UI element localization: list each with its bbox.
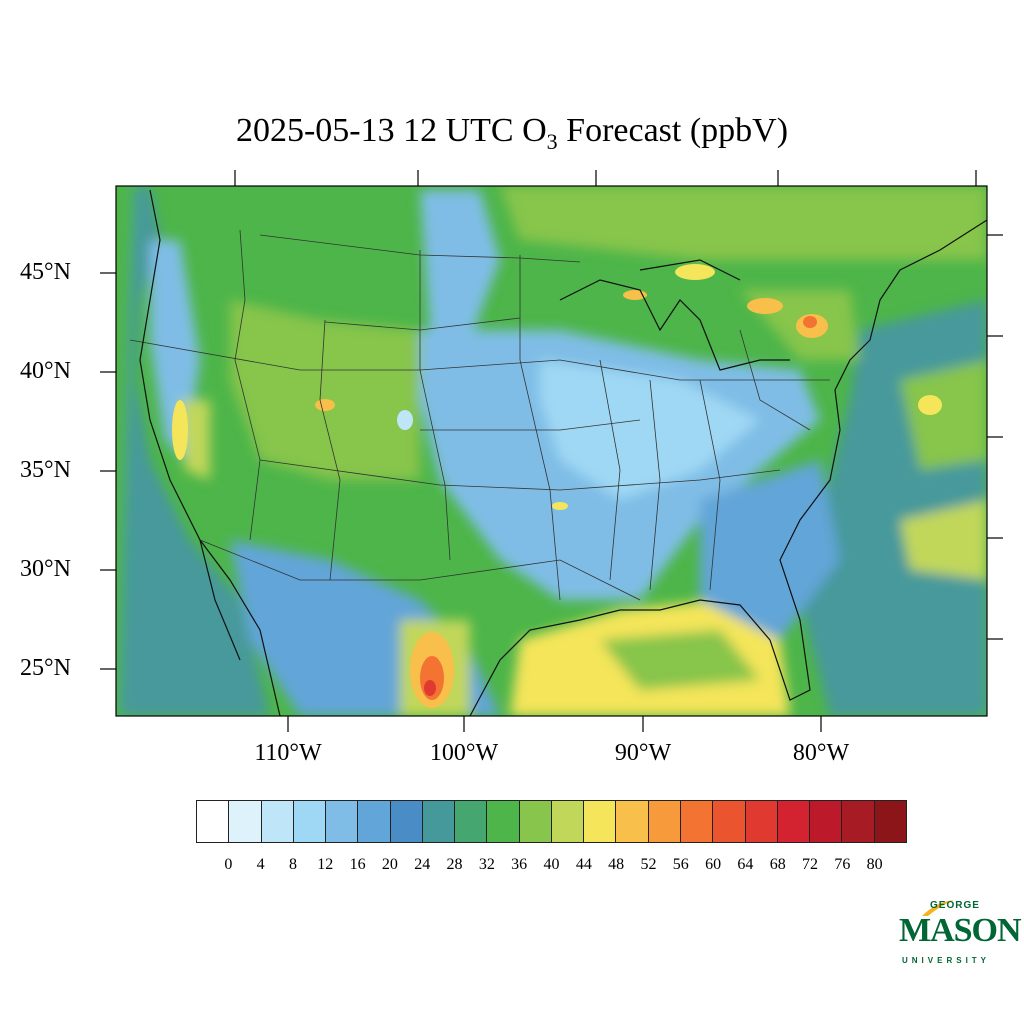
colorbar-label: 80 [866, 856, 883, 873]
logo-george: GEORGE [930, 900, 980, 911]
ozone-hotspots [172, 264, 942, 708]
colorbar-label: 72 [802, 856, 819, 873]
lat-label-25: 25°N [20, 655, 71, 681]
map-border [115, 185, 988, 717]
colorbar-label: 0 [224, 856, 233, 873]
colorbar-swatch [487, 801, 520, 842]
map-field [116, 186, 987, 716]
colorbar-swatch [584, 801, 617, 842]
colorbar-swatch [326, 801, 359, 842]
colorbar-label: 12 [317, 856, 334, 873]
map-ticks [100, 170, 1003, 732]
colorbar-swatch [197, 801, 230, 842]
colorbar-label: 48 [608, 856, 625, 873]
lat-label-40: 40°N [20, 358, 71, 384]
colorbar-label: 60 [705, 856, 722, 873]
logo-mason: MASON [899, 912, 1022, 949]
coastlines [139, 189, 987, 716]
lon-label-100: 100°W [429, 740, 499, 766]
colorbar-swatch [777, 801, 811, 842]
chart-title: 2025-05-13 12 UTC O3 Forecast (ppbV) [0, 112, 1024, 155]
colorbar-label: 32 [478, 856, 495, 873]
colorbar-swatch [745, 801, 778, 842]
colorbar-label: 68 [769, 856, 786, 873]
colorbar-label: 16 [349, 856, 366, 873]
colorbar-label: 28 [446, 856, 463, 873]
colorbar-label: 40 [543, 856, 560, 873]
colorbar-label: 76 [834, 856, 851, 873]
colorbar-label: 64 [737, 856, 754, 873]
colorbar-swatch [261, 801, 294, 842]
colorbar-swatch [358, 801, 391, 842]
colorbar-swatch [874, 801, 906, 842]
colorbar-swatch [616, 801, 649, 842]
title-subscript: 3 [546, 128, 558, 154]
lat-label-30: 30°N [20, 556, 71, 582]
lat-label-45: 45°N [20, 259, 71, 285]
colorbar-label: 44 [575, 856, 592, 873]
title-suffix: Forecast (ppbV) [557, 112, 789, 149]
colorbar-swatch [713, 801, 746, 842]
colorbar-swatch [293, 801, 327, 842]
colorbar-swatch [680, 801, 714, 842]
colorbar-swatch [648, 801, 681, 842]
colorbar-swatch [519, 801, 552, 842]
colorbar-swatch [390, 801, 423, 842]
colorbar-swatch [455, 801, 488, 842]
gmu-logo: GEORGE MASON UNIVERSITY [896, 898, 1022, 970]
colorbar-swatch [422, 801, 456, 842]
colorbar-label: 24 [414, 856, 431, 873]
lat-label-35: 35°N [20, 457, 71, 483]
state-boundaries [129, 229, 830, 601]
colorbar-swatch [842, 801, 875, 842]
logo-swoosh-icon [922, 900, 954, 916]
lon-label-110: 110°W [254, 740, 322, 766]
colorbar-swatch [551, 801, 585, 842]
colorbar [196, 800, 907, 843]
logo-university: UNIVERSITY [902, 956, 991, 965]
colorbar-label: 36 [511, 856, 528, 873]
colorbar-label: 56 [672, 856, 689, 873]
title-prefix: 2025-05-13 12 UTC O [235, 112, 547, 149]
colorbar-swatch [229, 801, 262, 842]
colorbar-label: 8 [288, 856, 297, 873]
colorbar-label: 4 [256, 856, 265, 873]
lon-label-90: 90°W [614, 740, 672, 766]
colorbar-swatch [810, 801, 843, 842]
colorbar-label: 52 [640, 856, 657, 873]
colorbar-label: 20 [381, 856, 398, 873]
lon-label-80: 80°W [792, 740, 850, 766]
